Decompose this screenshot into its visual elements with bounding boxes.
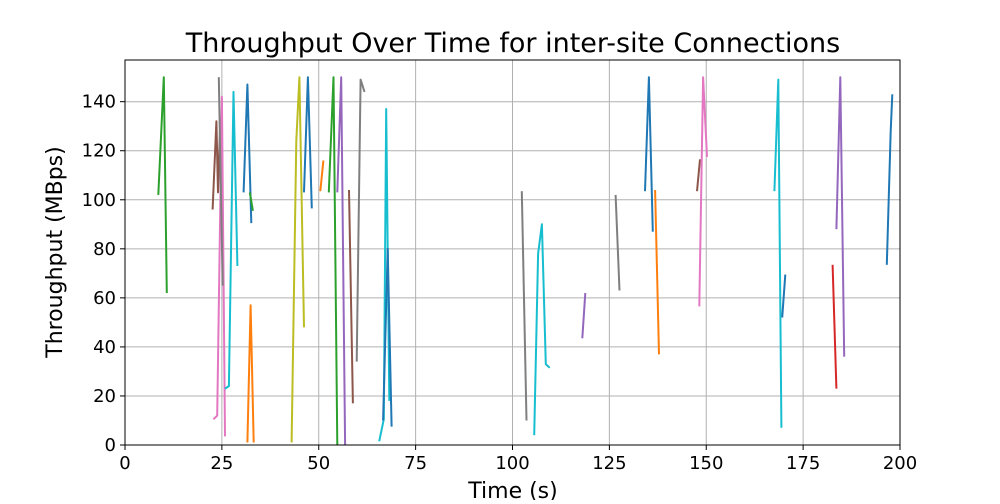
series-line: [355, 78, 366, 362]
series-line: [654, 189, 660, 355]
series-line: [533, 223, 551, 436]
series-line: [644, 76, 654, 232]
series-line: [835, 76, 846, 357]
x-tick-label: 75: [404, 453, 427, 474]
x-axis-label: Time (s): [467, 479, 557, 500]
y-tick-label: 60: [93, 288, 116, 309]
x-tick-label: 50: [307, 453, 330, 474]
series-line: [336, 76, 347, 446]
y-tick-label: 120: [82, 141, 116, 162]
y-tick-label: 20: [93, 386, 116, 407]
series-line: [224, 90, 239, 390]
series-line: [211, 120, 222, 210]
series-line: [246, 304, 255, 443]
y-tick-label: 140: [82, 92, 116, 113]
series-line: [698, 76, 708, 307]
series-line: [319, 160, 325, 192]
grid-lines: [124, 60, 901, 446]
series-line: [248, 192, 254, 211]
chart-title: Throughput Over Time for inter-site Conn…: [185, 28, 840, 59]
series-line: [831, 264, 838, 389]
series-line: [382, 247, 393, 427]
x-tick-label: 100: [495, 453, 529, 474]
series-line: [581, 292, 587, 339]
series-line: [696, 159, 701, 192]
y-tick-label: 100: [82, 190, 116, 211]
series-line: [773, 78, 783, 428]
x-tick-label: 150: [689, 453, 723, 474]
plot-series: [157, 76, 894, 446]
series-line: [885, 94, 894, 265]
series-line: [290, 76, 305, 443]
y-tick-label: 80: [93, 239, 116, 260]
series-line: [212, 95, 226, 437]
series-line: [327, 76, 339, 446]
x-tick-label: 200: [883, 453, 917, 474]
y-tick-label: 40: [93, 337, 116, 358]
series-line: [520, 191, 528, 421]
series-line: [157, 76, 168, 294]
series-line: [217, 77, 224, 286]
x-tick-label: 0: [119, 453, 130, 474]
x-tick-label: 125: [592, 453, 626, 474]
x-tick-label: 175: [786, 453, 820, 474]
series-line: [242, 83, 253, 224]
tick-labels: 0 25 50 75 100 125 150 175 200 0 20 40 60 80 100 120 140: [82, 92, 918, 474]
series-line: [303, 76, 313, 209]
y-tick-label: 0: [105, 435, 116, 456]
axes: [120, 59, 901, 450]
series-line: [781, 274, 787, 318]
series-line: [614, 194, 621, 291]
series-line: [348, 189, 354, 404]
x-tick-label: 25: [210, 453, 233, 474]
y-axis-label: Throughput (MBps): [43, 146, 68, 358]
